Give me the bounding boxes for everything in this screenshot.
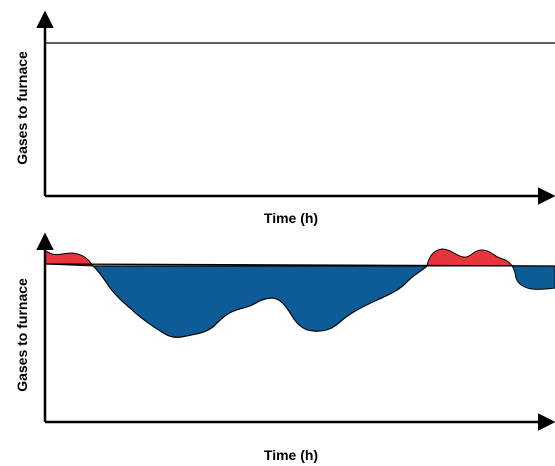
demand-level-line <box>44 263 555 267</box>
top-panel: Gases to furnace Time (h) <box>14 10 555 226</box>
top-x-axis-label: Time (h) <box>264 210 318 226</box>
deficit-area-main <box>91 265 429 338</box>
surplus-area-left <box>44 251 94 267</box>
top-y-axis-label: Gases to furnace <box>14 51 30 165</box>
surplus-area-right <box>426 248 513 267</box>
bottom-panel: Gases to furnace Time (h) <box>14 232 555 463</box>
bottom-y-axis-label: Gases to furnace <box>14 278 30 392</box>
bottom-x-axis-label: Time (h) <box>264 447 318 463</box>
deficit-area-right <box>510 265 555 290</box>
